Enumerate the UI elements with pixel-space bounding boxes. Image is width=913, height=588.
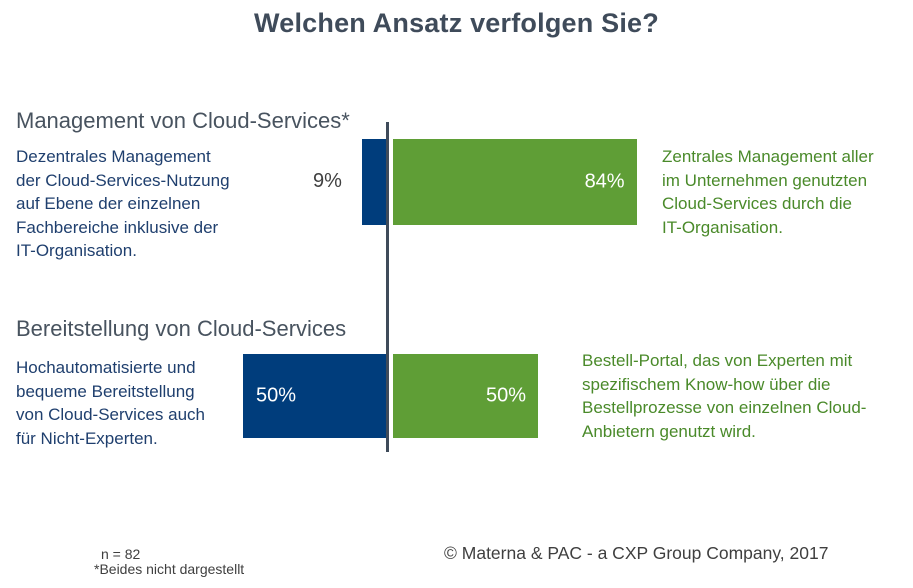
group-2-right-description: Bestell-Portal, das von Experten mit spe… bbox=[582, 349, 866, 443]
desc-line: von Cloud-Services auch bbox=[16, 405, 205, 424]
desc-line: bequeme Bereitstellung bbox=[16, 381, 195, 401]
bar-right-group-2: 50% bbox=[393, 354, 538, 438]
desc-line: spezifischem Know-how über die bbox=[582, 374, 831, 394]
desc-line: im Unternehmen genutzten bbox=[662, 170, 868, 190]
desc-line: IT-Organisation. bbox=[662, 217, 783, 237]
bar-left-group-2: 50% bbox=[243, 354, 388, 438]
desc-line: Anbietern genutzt wird. bbox=[582, 421, 756, 441]
desc-line: Bestell-Portal, das von Experten mit bbox=[582, 351, 853, 370]
desc-line: auf Ebene der einzelnen bbox=[16, 194, 201, 213]
group-1-right-description: Zentrales Management aller im Unternehme… bbox=[662, 145, 874, 239]
desc-line: der Cloud-Services-Nutzung bbox=[16, 170, 230, 190]
chart-title: Welchen Ansatz verfolgen Sie? bbox=[254, 8, 659, 38]
desc-line: Cloud-Services durch die bbox=[662, 194, 852, 213]
desc-line: IT-Organisation. bbox=[16, 241, 137, 260]
desc-line: Zentrales Management aller bbox=[662, 147, 874, 166]
bar-right-value-label: 84% bbox=[584, 170, 625, 193]
desc-line: für Nicht-Experten. bbox=[16, 428, 158, 448]
group-1-left-value-label: 9% bbox=[313, 170, 342, 192]
desc-line: Bestellprozesse von einzelnen Cloud- bbox=[582, 398, 867, 417]
desc-line: Fachbereiche inklusive der bbox=[16, 217, 219, 237]
desc-line: Dezentrales Management bbox=[16, 147, 211, 166]
group-2-title: Bereitstellung von Cloud-Services bbox=[16, 316, 347, 341]
group-1-title: Management von Cloud-Services* bbox=[16, 108, 350, 133]
copyright: © Materna & PAC - a CXP Group Company, 2… bbox=[444, 543, 829, 563]
footnote: *Beides nicht dargestellt bbox=[94, 561, 245, 577]
center-axis-line bbox=[386, 122, 389, 452]
bar-right-value-label: 50% bbox=[485, 384, 526, 407]
bar-right-group-1: 84% bbox=[393, 139, 637, 225]
group-1-left-description: Dezentrales Management der Cloud-Service… bbox=[16, 145, 230, 263]
bar-left-value-label: 50% bbox=[256, 384, 297, 407]
bar-left-group-1 bbox=[361, 139, 388, 225]
desc-line: Hochautomatisierte und bbox=[16, 358, 196, 377]
group-2-left-description: Hochautomatisierte und bequeme Bereitste… bbox=[16, 356, 205, 450]
sample-size: n = 82 bbox=[101, 546, 141, 562]
